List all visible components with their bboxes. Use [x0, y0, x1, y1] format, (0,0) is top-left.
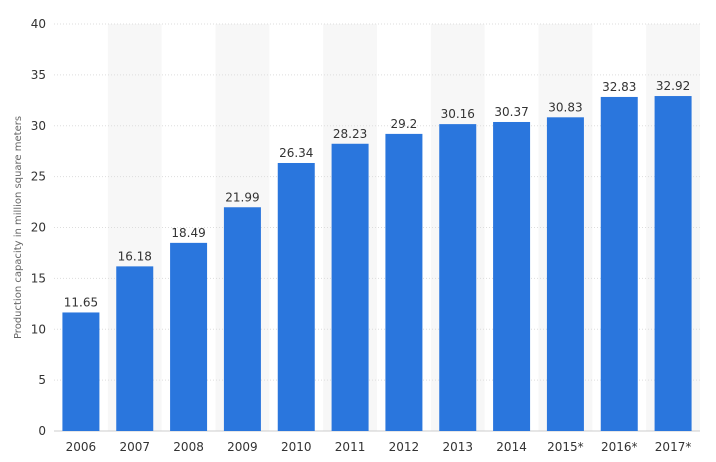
bar[interactable]: [331, 143, 369, 431]
bar[interactable]: [654, 96, 692, 431]
x-tick-label: 2007: [119, 440, 150, 454]
y-tick-label: 0: [38, 424, 46, 438]
data-label: 21.99: [225, 190, 259, 204]
bar[interactable]: [170, 242, 208, 431]
y-tick-label: 35: [31, 68, 46, 82]
y-tick-label: 20: [31, 221, 46, 235]
x-tick-label: 2014: [496, 440, 527, 454]
y-axis-title: Production capacity in million square me…: [13, 116, 24, 339]
data-labels: 11.65 16.18 18.49 21.99 26.34 28.23 29.2 30.16 3…: [64, 79, 691, 309]
bar[interactable]: [223, 207, 261, 431]
data-label: 30.16: [441, 107, 475, 121]
x-tick-label: 2017*: [655, 440, 692, 454]
data-label: 18.49: [171, 226, 205, 240]
x-tick-label: 2016*: [601, 440, 638, 454]
bar[interactable]: [62, 312, 100, 431]
data-label: 32.83: [602, 80, 636, 94]
bar[interactable]: [600, 96, 638, 432]
data-label: 29.2: [391, 117, 418, 131]
data-label: 26.34: [279, 146, 313, 160]
bar[interactable]: [385, 133, 423, 431]
x-tick-label: 2011: [335, 440, 366, 454]
data-label: 32.92: [656, 79, 690, 93]
x-tick-label: 2006: [66, 440, 97, 454]
y-tick-label: 5: [38, 373, 46, 387]
bar[interactable]: [277, 162, 315, 432]
x-tick-label: 2013: [442, 440, 473, 454]
x-tick-label: 2008: [173, 440, 204, 454]
bar[interactable]: [439, 124, 477, 431]
x-tick-label: 2010: [281, 440, 312, 454]
data-label: 28.23: [333, 127, 367, 141]
y-tick-label: 10: [31, 322, 46, 336]
data-label: 30.37: [494, 105, 528, 119]
y-axis-ticks: 0 5 10 15 20 25 30 35 40: [31, 17, 46, 438]
x-tick-label: 2015*: [547, 440, 584, 454]
data-label: 16.18: [118, 249, 152, 263]
bars: [62, 96, 692, 432]
bar[interactable]: [493, 121, 531, 431]
x-axis-ticks: 2006 2007 2008 2009 2010 2011 2012 2013 2014 2015…: [66, 440, 692, 454]
y-tick-label: 15: [31, 271, 46, 285]
x-tick-label: 2012: [389, 440, 420, 454]
gridlines: [54, 23, 700, 432]
y-tick-label: 25: [31, 170, 46, 184]
bar[interactable]: [546, 117, 584, 431]
y-tick-label: 40: [31, 17, 46, 31]
x-tick-label: 2009: [227, 440, 258, 454]
data-label: 30.83: [548, 100, 582, 114]
y-tick-label: 30: [31, 119, 46, 133]
data-label: 11.65: [64, 295, 98, 309]
bar[interactable]: [116, 266, 154, 431]
